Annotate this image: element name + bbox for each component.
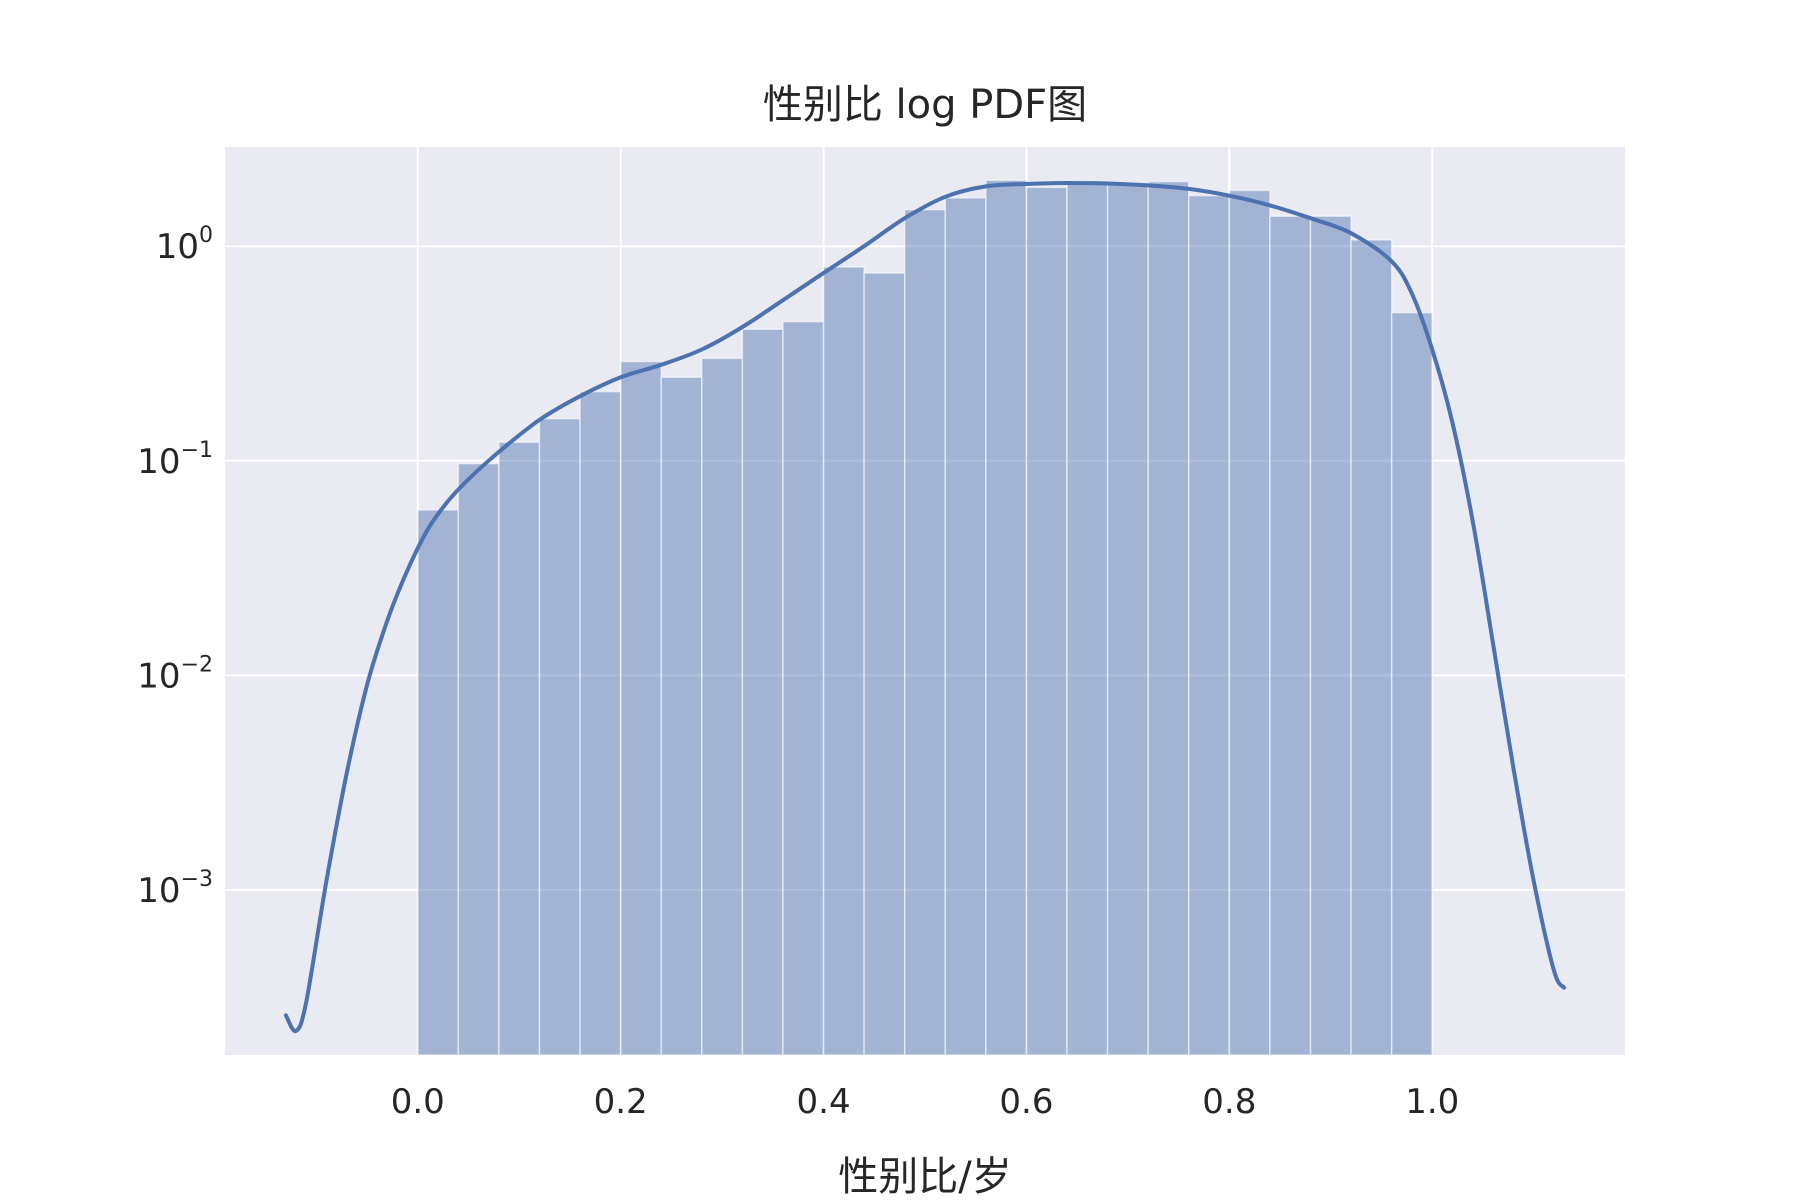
histogram-bar-16 xyxy=(1066,181,1109,1056)
histogram-bar-22 xyxy=(1309,215,1352,1056)
histogram-bar-9 xyxy=(782,320,825,1056)
histogram-bar-6 xyxy=(660,376,703,1056)
y-tick-labels: 100 10−1 10−2 10−3 xyxy=(137,223,213,911)
y-tick-label-0: 100 xyxy=(156,223,213,267)
histogram-bar-8 xyxy=(741,328,784,1056)
histogram-bar-3 xyxy=(538,417,581,1056)
histogram-bar-19 xyxy=(1188,194,1231,1056)
kde-curve xyxy=(283,181,1567,1034)
x-tick-label-1: 0.2 xyxy=(594,1082,648,1122)
x-tick-label-0: 0.0 xyxy=(391,1082,445,1122)
histogram-bar-1 xyxy=(457,462,500,1056)
y-tick-label-1: 10−1 xyxy=(137,438,213,482)
histogram-bar-17 xyxy=(1106,181,1149,1056)
histogram-bar-24 xyxy=(1390,311,1433,1056)
histogram-bar-15 xyxy=(1025,186,1068,1056)
histogram-bar-7 xyxy=(701,357,744,1056)
histogram-bar-23 xyxy=(1350,239,1393,1056)
x-tick-labels: 0.0 0.2 0.4 0.6 0.8 1.0 xyxy=(391,1082,1460,1122)
histogram-bar-0 xyxy=(417,509,460,1056)
histogram-bar-18 xyxy=(1147,180,1190,1056)
x-tick-label-5: 1.0 xyxy=(1405,1082,1459,1122)
histogram-bar-11 xyxy=(863,272,906,1056)
histogram-bar-14 xyxy=(985,179,1028,1056)
histogram-bar-13 xyxy=(944,197,987,1056)
histogram-bar-2 xyxy=(498,441,541,1056)
histogram-bar-5 xyxy=(619,360,662,1056)
y-tick-label-2: 10−2 xyxy=(137,652,213,696)
x-axis-label: 性别比/岁 xyxy=(838,1154,1011,1200)
chart-title: 性别比 log PDF图 xyxy=(763,82,1087,128)
histogram-bar-4 xyxy=(579,390,622,1056)
x-tick-label-2: 0.4 xyxy=(797,1082,851,1122)
histogram-bar-20 xyxy=(1228,189,1271,1056)
histogram-bar-10 xyxy=(822,266,865,1056)
histogram-bar-21 xyxy=(1269,215,1312,1056)
histogram-bar-12 xyxy=(903,208,947,1056)
histogram-bars xyxy=(417,179,1433,1056)
x-tick-label-3: 0.6 xyxy=(999,1082,1053,1122)
y-tick-label-3: 10−3 xyxy=(137,867,213,911)
x-tick-label-4: 0.8 xyxy=(1202,1082,1256,1122)
